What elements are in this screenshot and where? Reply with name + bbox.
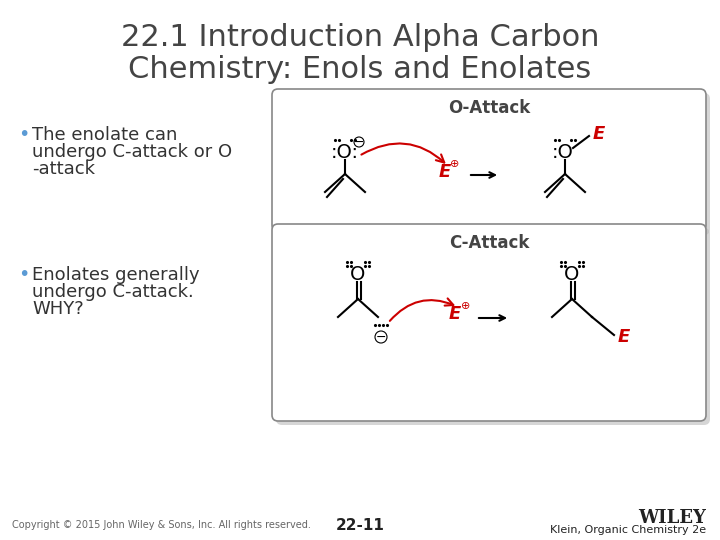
Text: •: •	[18, 266, 30, 285]
Text: :O:: :O:	[331, 143, 359, 161]
Text: −: −	[354, 136, 364, 148]
Text: •: •	[18, 125, 30, 145]
Text: O: O	[351, 266, 366, 285]
Text: Enolates generally: Enolates generally	[32, 266, 199, 284]
Text: ⊕: ⊕	[450, 159, 459, 169]
Text: WILEY: WILEY	[638, 509, 706, 527]
FancyBboxPatch shape	[272, 224, 706, 421]
Text: −: −	[376, 330, 386, 343]
Text: E: E	[439, 163, 451, 181]
Text: ⊕: ⊕	[462, 301, 471, 311]
FancyBboxPatch shape	[276, 228, 710, 425]
Text: O: O	[564, 266, 580, 285]
Text: -attack: -attack	[32, 160, 95, 178]
Text: E: E	[593, 125, 606, 143]
Text: Copyright © 2015 John Wiley & Sons, Inc. All rights reserved.: Copyright © 2015 John Wiley & Sons, Inc.…	[12, 520, 311, 530]
Text: Klein, Organic Chemistry 2e: Klein, Organic Chemistry 2e	[550, 525, 706, 535]
Text: C-Attack: C-Attack	[449, 234, 529, 252]
Text: The enolate can: The enolate can	[32, 126, 177, 144]
Text: WHY?: WHY?	[32, 300, 84, 318]
Text: O-Attack: O-Attack	[448, 99, 530, 117]
Text: undergo C-attack or O: undergo C-attack or O	[32, 143, 232, 161]
FancyArrowPatch shape	[390, 299, 454, 321]
Text: 22-11: 22-11	[336, 517, 384, 532]
FancyBboxPatch shape	[276, 93, 710, 235]
Text: E: E	[618, 328, 630, 346]
FancyBboxPatch shape	[272, 89, 706, 231]
Text: undergo C-attack.: undergo C-attack.	[32, 283, 194, 301]
Text: 22.1 Introduction Alpha Carbon: 22.1 Introduction Alpha Carbon	[121, 24, 599, 52]
Text: :O: :O	[552, 143, 574, 161]
Text: E: E	[449, 305, 461, 323]
FancyArrowPatch shape	[361, 144, 444, 163]
Text: Chemistry: Enols and Enolates: Chemistry: Enols and Enolates	[128, 56, 592, 84]
